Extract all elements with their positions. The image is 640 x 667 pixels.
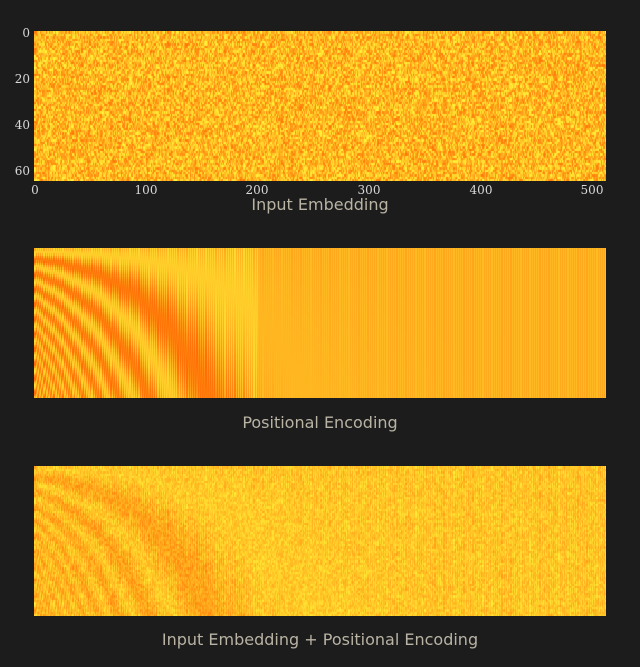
- y-tick-0: 0: [22, 26, 30, 40]
- positional-encoding-caption: Positional Encoding: [242, 413, 398, 432]
- positional-encoding-heatmap: [34, 248, 606, 398]
- sum-caption: Input Embedding + Positional Encoding: [161, 630, 479, 649]
- y-tick-20: 20: [14, 72, 30, 86]
- x-tick-300: 300: [357, 183, 381, 197]
- x-tick-0: 0: [31, 183, 39, 197]
- y-tick-60: 60: [14, 164, 30, 178]
- x-tick-400: 400: [469, 183, 493, 197]
- x-tick-200: 200: [245, 183, 269, 197]
- input-embedding-heatmap: [34, 31, 606, 181]
- sum-heatmap: [34, 466, 606, 616]
- input-embedding-caption: Input Embedding: [251, 195, 389, 214]
- x-tick-500: 500: [580, 183, 604, 197]
- y-tick-40: 40: [14, 118, 30, 132]
- x-tick-100: 100: [134, 183, 158, 197]
